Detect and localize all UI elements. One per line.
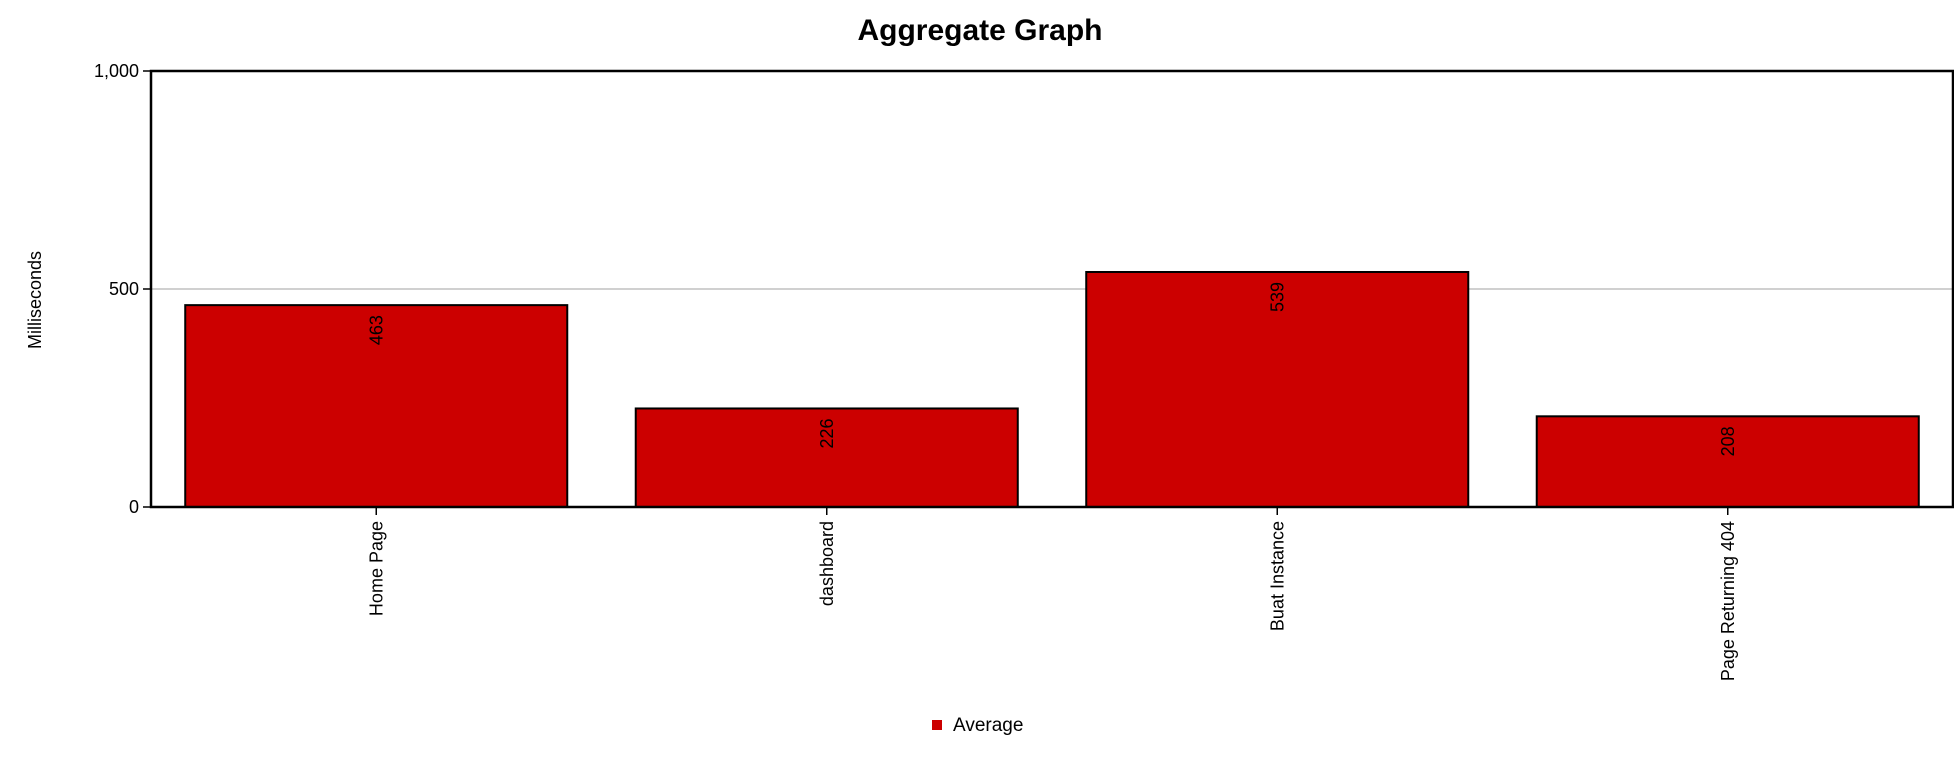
y-tick-label: 500 — [109, 279, 139, 299]
bar-value-label: 539 — [1267, 282, 1287, 312]
y-tick-label: 1,000 — [94, 61, 139, 81]
x-tick-label: Page Returning 404 — [1718, 521, 1738, 681]
x-tick-label: Buat Instance — [1267, 521, 1287, 631]
x-tick-label: dashboard — [817, 521, 837, 606]
chart-title: Aggregate Graph — [857, 14, 1102, 47]
bars: 463 226 539 208 — [184, 270, 1920, 509]
bar-value-label: 463 — [366, 315, 386, 345]
x-tick-label: Home Page — [366, 521, 386, 616]
bar-value-label: 226 — [817, 418, 837, 448]
legend: Average — [932, 715, 1023, 736]
legend-label-average: Average — [953, 715, 1023, 736]
bar — [1535, 415, 1920, 509]
y-tick-label: 0 — [129, 497, 139, 517]
x-axis-ticks: Home Page dashboard Buat Instance Page Retu… — [366, 507, 1738, 681]
bar — [634, 407, 1019, 508]
bar-value-label: 208 — [1718, 426, 1738, 456]
legend-swatch-average — [932, 720, 942, 730]
y-axis-ticks: 0 500 1,000 — [94, 61, 151, 517]
y-axis-label: Milliseconds — [25, 251, 45, 349]
